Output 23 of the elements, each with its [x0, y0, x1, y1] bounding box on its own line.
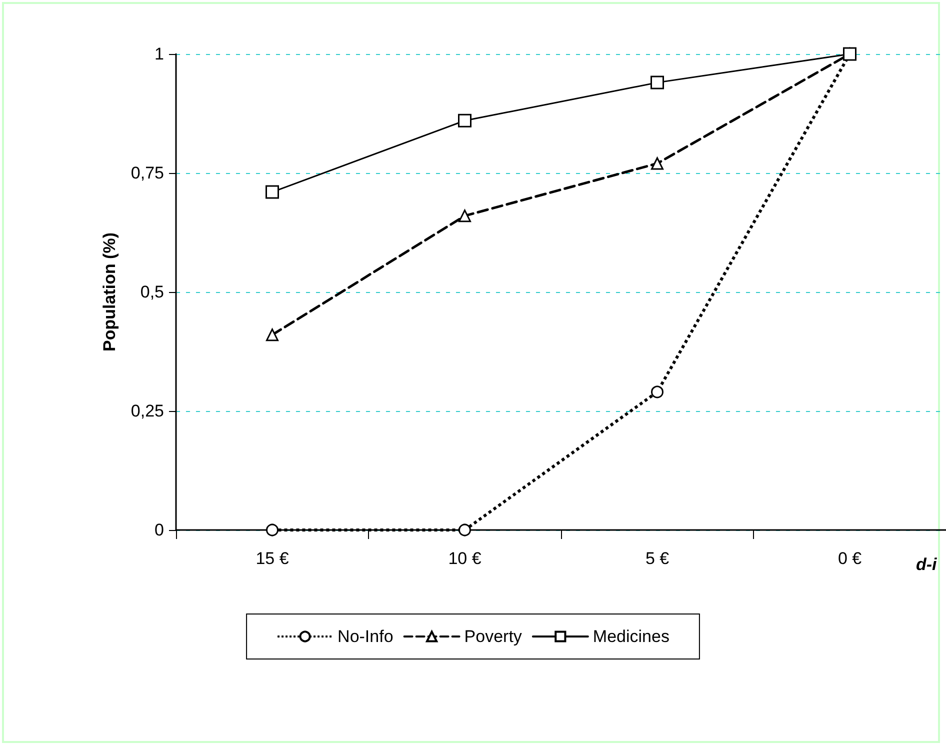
point	[651, 157, 664, 170]
y-tick-label: 0,75	[130, 164, 164, 182]
y-tick-label: 0,5	[140, 282, 164, 302]
legend-label: Poverty	[464, 627, 522, 646]
point	[266, 185, 279, 199]
x-tick-label: 5 €	[645, 549, 670, 568]
point	[651, 386, 664, 398]
x-tick-label: 10 €	[448, 549, 482, 568]
point	[266, 524, 278, 536]
y-tick-label: 0	[154, 520, 164, 540]
legend-label: No-Info	[338, 627, 394, 646]
legend-label: Medicines	[592, 627, 670, 646]
point	[650, 76, 664, 90]
point	[266, 328, 278, 342]
y-axis-title: Population (%)	[100, 232, 119, 352]
point	[458, 524, 471, 536]
point	[458, 210, 471, 222]
y-tick-label: 0,25	[130, 402, 164, 420]
x-tick-label: 0 €	[838, 549, 862, 568]
x-axis-title: d-i	[916, 555, 938, 574]
point	[458, 114, 472, 128]
y-tick-label: 1	[154, 44, 164, 64]
x-tick-label: 15 €	[256, 549, 290, 568]
